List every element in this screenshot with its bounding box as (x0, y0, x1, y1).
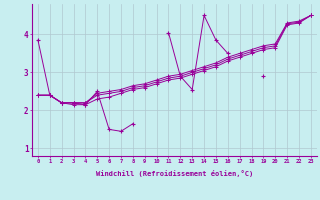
X-axis label: Windchill (Refroidissement éolien,°C): Windchill (Refroidissement éolien,°C) (96, 170, 253, 177)
